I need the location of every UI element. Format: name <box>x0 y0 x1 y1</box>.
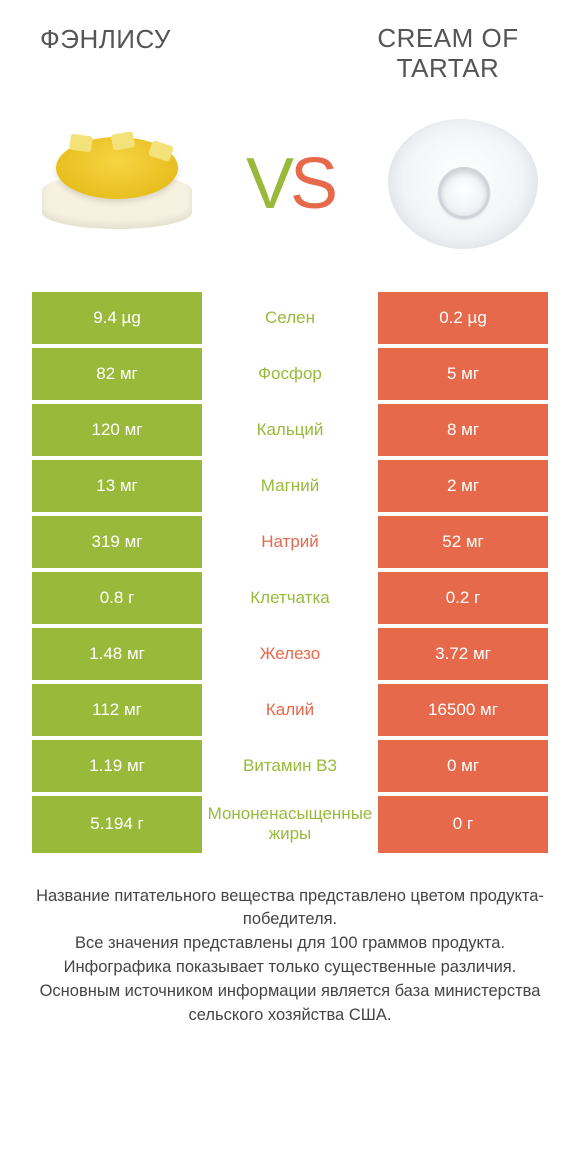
header: ФЭНЛИСУ CREAM OF TARTAR <box>0 0 580 92</box>
right-value-cell: 2 мг <box>378 460 548 512</box>
left-value-cell: 9.4 µg <box>32 292 202 344</box>
footer-line: Инфографика показывает только существенн… <box>30 956 550 980</box>
vs-v: V <box>246 148 290 220</box>
nutrient-label: Натрий <box>202 516 378 568</box>
right-product-image <box>378 104 548 264</box>
table-row: 13 мгМагний2 мг <box>32 460 548 512</box>
right-value-cell: 0.2 µg <box>378 292 548 344</box>
left-value-cell: 5.194 г <box>32 796 202 853</box>
left-value-cell: 82 мг <box>32 348 202 400</box>
nutrient-label: Селен <box>202 292 378 344</box>
right-value-cell: 0 г <box>378 796 548 853</box>
footer-notes: Название питательного вещества представл… <box>0 857 580 1029</box>
footer-line: Основным источником информации является … <box>30 980 550 1028</box>
table-row: 319 мгНатрий52 мг <box>32 516 548 568</box>
left-value-cell: 120 мг <box>32 404 202 456</box>
table-row: 1.19 мгВитамин B30 мг <box>32 740 548 792</box>
nutrient-label: Железо <box>202 628 378 680</box>
table-row: 120 мгКальций8 мг <box>32 404 548 456</box>
left-value-cell: 112 мг <box>32 684 202 736</box>
right-product-title: CREAM OF TARTAR <box>348 24 548 84</box>
comparison-table: 9.4 µgСелен0.2 µg82 мгФосфор5 мг120 мгКа… <box>0 292 580 853</box>
cake-icon <box>42 129 192 239</box>
footer-line: Все значения представлены для 100 граммо… <box>30 932 550 956</box>
right-value-cell: 8 мг <box>378 404 548 456</box>
left-value-cell: 319 мг <box>32 516 202 568</box>
right-value-cell: 0.2 г <box>378 572 548 624</box>
nutrient-label: Магний <box>202 460 378 512</box>
left-value-cell: 1.48 мг <box>32 628 202 680</box>
images-row: VS <box>0 92 580 292</box>
nutrient-label: Калий <box>202 684 378 736</box>
left-value-cell: 0.8 г <box>32 572 202 624</box>
nutrient-label: Кальций <box>202 404 378 456</box>
nutrient-label: Витамин B3 <box>202 740 378 792</box>
left-product-title: ФЭНЛИСУ <box>32 24 232 55</box>
right-value-cell: 52 мг <box>378 516 548 568</box>
footer-line: Название питательного вещества представл… <box>30 885 550 933</box>
left-value-cell: 1.19 мг <box>32 740 202 792</box>
left-value-cell: 13 мг <box>32 460 202 512</box>
table-row: 82 мгФосфор5 мг <box>32 348 548 400</box>
table-row: 1.48 мгЖелезо3.72 мг <box>32 628 548 680</box>
left-product-image <box>32 104 202 264</box>
table-row: 112 мгКалий16500 мг <box>32 684 548 736</box>
right-value-cell: 3.72 мг <box>378 628 548 680</box>
table-row: 5.194 гМононенасыщенные жиры0 г <box>32 796 548 853</box>
right-value-cell: 16500 мг <box>378 684 548 736</box>
vs-s: S <box>290 148 334 220</box>
table-row: 0.8 гКлетчатка0.2 г <box>32 572 548 624</box>
nutrient-label: Мононенасыщенные жиры <box>202 796 378 853</box>
vs-label: VS <box>246 148 334 220</box>
table-row: 9.4 µgСелен0.2 µg <box>32 292 548 344</box>
powder-icon <box>383 109 543 259</box>
nutrient-label: Клетчатка <box>202 572 378 624</box>
nutrient-label: Фосфор <box>202 348 378 400</box>
right-value-cell: 5 мг <box>378 348 548 400</box>
right-value-cell: 0 мг <box>378 740 548 792</box>
